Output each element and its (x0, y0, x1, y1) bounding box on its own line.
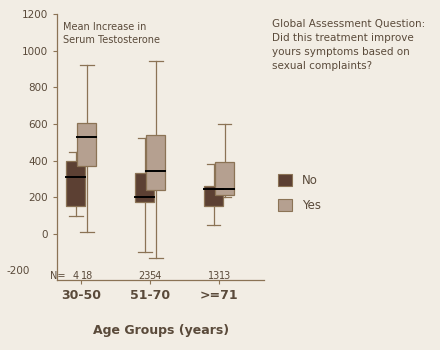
Text: Mean Increase in
Serum Testosterone: Mean Increase in Serum Testosterone (63, 22, 161, 45)
Bar (146, 135, 165, 190)
Text: 18: 18 (81, 271, 93, 281)
Bar (135, 173, 154, 202)
Text: 13: 13 (219, 271, 231, 281)
Bar (66, 161, 85, 206)
Bar (204, 186, 224, 206)
Legend: No, Yes: No, Yes (278, 174, 321, 212)
Bar (77, 123, 96, 166)
Text: Global Assessment Question:
Did this treatment improve
yours symptoms based on
s: Global Assessment Question: Did this tre… (272, 19, 425, 71)
Text: 4: 4 (73, 271, 79, 281)
Bar (215, 162, 235, 195)
Text: -200: -200 (7, 266, 30, 276)
Text: 13: 13 (208, 271, 220, 281)
Text: 23: 23 (139, 271, 151, 281)
Text: N=: N= (50, 271, 66, 281)
X-axis label: Age Groups (years): Age Groups (years) (92, 324, 229, 337)
Text: 54: 54 (150, 271, 162, 281)
